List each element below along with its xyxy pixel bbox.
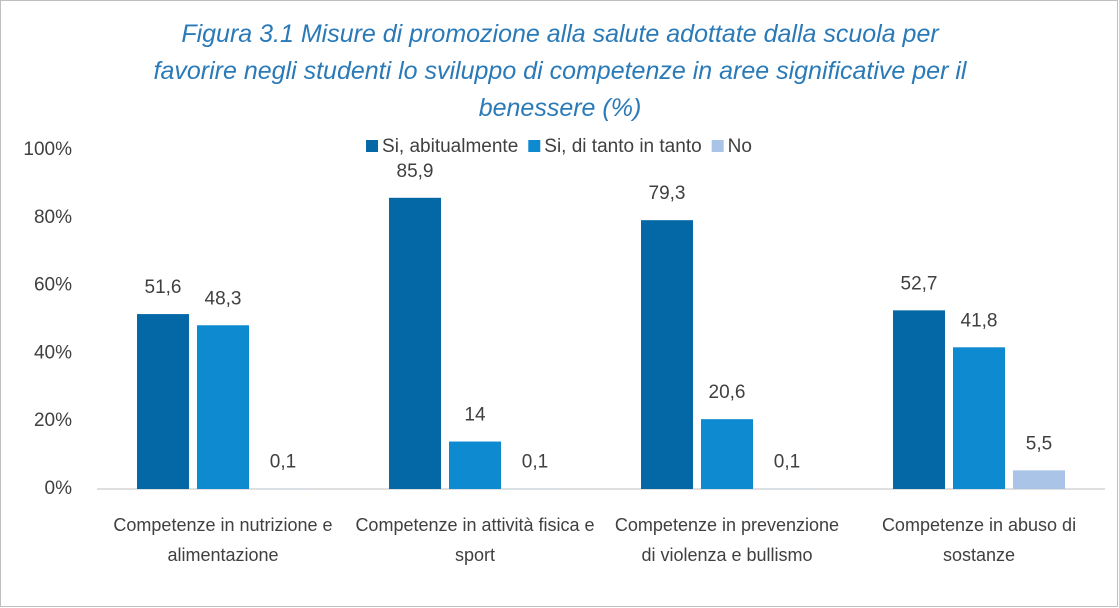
data-label: 41,8 (961, 310, 998, 331)
y-tick-label: 20% (34, 410, 72, 431)
legend-label: No (728, 136, 752, 157)
bar (641, 220, 693, 489)
legend-swatch (528, 140, 541, 152)
y-tick-label: 80% (34, 207, 72, 228)
bar (137, 314, 189, 489)
bar (389, 197, 441, 489)
bar (701, 419, 753, 489)
x-tick-label: Competenze in abuso di sostanze (881, 515, 1077, 565)
data-label: 52,7 (901, 273, 938, 294)
bar (449, 441, 501, 489)
x-tick-label: Competenze in prevenzione di violenza e … (614, 515, 840, 565)
legend-label: Si, abitualmente (382, 136, 518, 157)
bar (893, 310, 945, 489)
data-label: 85,9 (397, 161, 434, 182)
x-tick-label: Competenze in nutrizione e alimentazione (113, 515, 333, 565)
data-label: 0,1 (522, 452, 548, 473)
bar (1013, 470, 1065, 489)
data-label: 20,6 (709, 382, 746, 403)
y-tick-label: 40% (34, 342, 72, 363)
data-label: 0,1 (270, 452, 296, 473)
y-tick-label: 60% (34, 275, 72, 296)
data-label: 0,1 (774, 452, 800, 473)
bar (197, 325, 249, 489)
x-tick-label: Competenze in attività fisica e sport (355, 515, 595, 565)
data-label: 14 (464, 405, 486, 426)
legend-swatch (711, 140, 724, 152)
y-tick-label: 0% (45, 478, 73, 499)
y-tick-label: 100% (23, 139, 72, 160)
legend-label: Si, di tanto in tanto (544, 136, 701, 157)
chart-title: Figura 3.1 Misure di promozione alla sal… (153, 20, 967, 122)
legend-swatch (366, 140, 379, 152)
data-label: 51,6 (145, 277, 182, 298)
bar (953, 347, 1005, 489)
data-label: 48,3 (205, 288, 242, 309)
data-label: 5,5 (1026, 433, 1052, 454)
data-label: 79,3 (649, 183, 686, 204)
